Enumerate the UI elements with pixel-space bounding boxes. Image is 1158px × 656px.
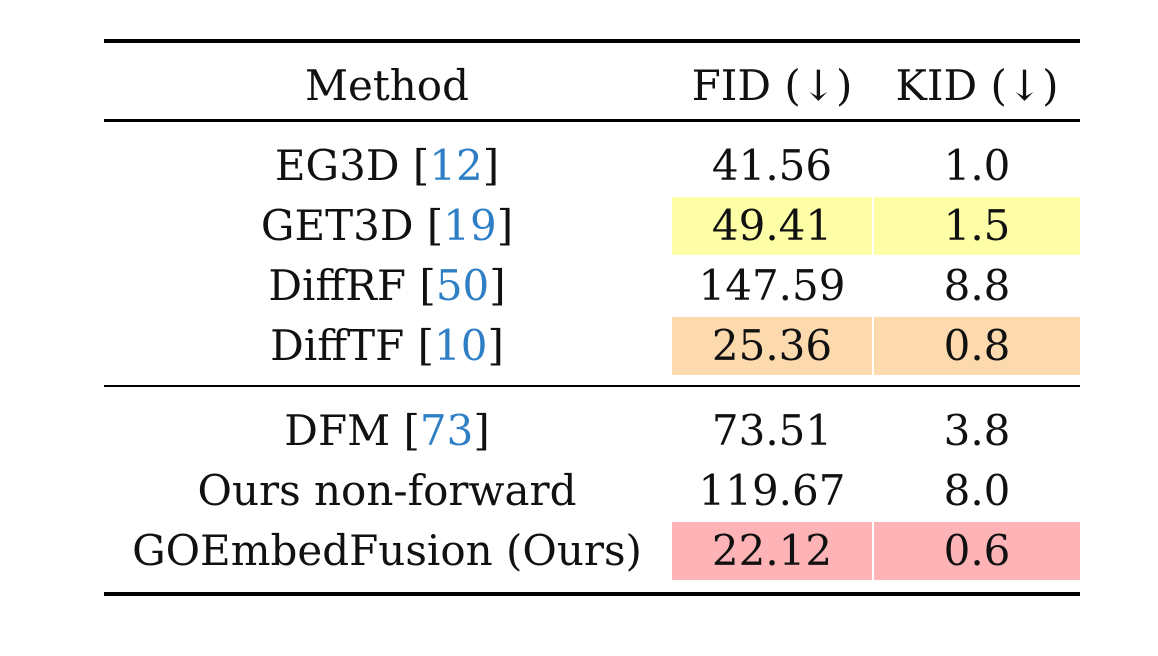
table-header-row: Method FID (↓) KID (↓) bbox=[104, 57, 1080, 115]
method-cell: DiffRF [50] bbox=[268, 261, 506, 310]
kid-value: 8.0 bbox=[943, 466, 1011, 515]
header-fid: FID (↓) bbox=[691, 61, 853, 110]
method-name: GOEmbedFusion (Ours) bbox=[132, 526, 642, 575]
method-cell: DiffTF [10] bbox=[270, 321, 504, 370]
fid-value: 49.41 bbox=[672, 197, 872, 255]
kid-value: 3.8 bbox=[943, 406, 1011, 455]
method-name: GET3D bbox=[260, 201, 414, 250]
method-name: EG3D bbox=[274, 141, 400, 190]
table-bottom-rule bbox=[104, 592, 1080, 596]
kid-value: 8.8 bbox=[943, 261, 1011, 310]
citation-link[interactable]: 73 bbox=[419, 406, 474, 455]
method-cell: DFM [73] bbox=[284, 406, 490, 455]
header-method: Method bbox=[305, 61, 469, 110]
kid-value: 1.5 bbox=[874, 197, 1080, 255]
kid-value: 1.0 bbox=[943, 141, 1011, 190]
method-cell: GET3D [19] bbox=[260, 201, 514, 250]
method-cell: EG3D [12] bbox=[274, 141, 500, 190]
method-name: DiffRF bbox=[268, 261, 407, 310]
method-name: Ours non-forward bbox=[197, 466, 577, 515]
fid-value: 73.51 bbox=[711, 406, 833, 455]
table-row: DFM [73] 73.51 3.8 bbox=[104, 402, 1080, 460]
citation-link[interactable]: 50 bbox=[435, 261, 490, 310]
table-row: Ours non-forward 119.67 8.0 bbox=[104, 462, 1080, 520]
fid-value: 25.36 bbox=[672, 317, 872, 375]
fid-value: 147.59 bbox=[698, 261, 846, 310]
kid-value: 0.8 bbox=[874, 317, 1080, 375]
header-kid: KID (↓) bbox=[895, 61, 1059, 110]
group-separator-rule bbox=[104, 385, 1080, 387]
citation-link[interactable]: 19 bbox=[443, 201, 497, 250]
table-row: DiffTF [10] 25.36 0.8 bbox=[104, 317, 1080, 375]
table-row: GET3D [19] 49.41 1.5 bbox=[104, 197, 1080, 255]
table-row: GOEmbedFusion (Ours) 22.12 0.6 bbox=[104, 522, 1080, 580]
method-name: DFM bbox=[284, 406, 391, 455]
table-header-rule bbox=[104, 119, 1080, 122]
fid-value: 119.67 bbox=[698, 466, 846, 515]
fid-value: 22.12 bbox=[672, 522, 872, 580]
citation-link[interactable]: 10 bbox=[434, 321, 488, 370]
table-row: EG3D [12] 41.56 1.0 bbox=[104, 137, 1080, 195]
kid-value: 0.6 bbox=[874, 522, 1080, 580]
table-top-rule bbox=[104, 39, 1080, 43]
citation-link[interactable]: 12 bbox=[429, 141, 483, 190]
method-name: DiffTF bbox=[270, 321, 405, 370]
fid-value: 41.56 bbox=[711, 141, 833, 190]
table-row: DiffRF [50] 147.59 8.8 bbox=[104, 257, 1080, 315]
